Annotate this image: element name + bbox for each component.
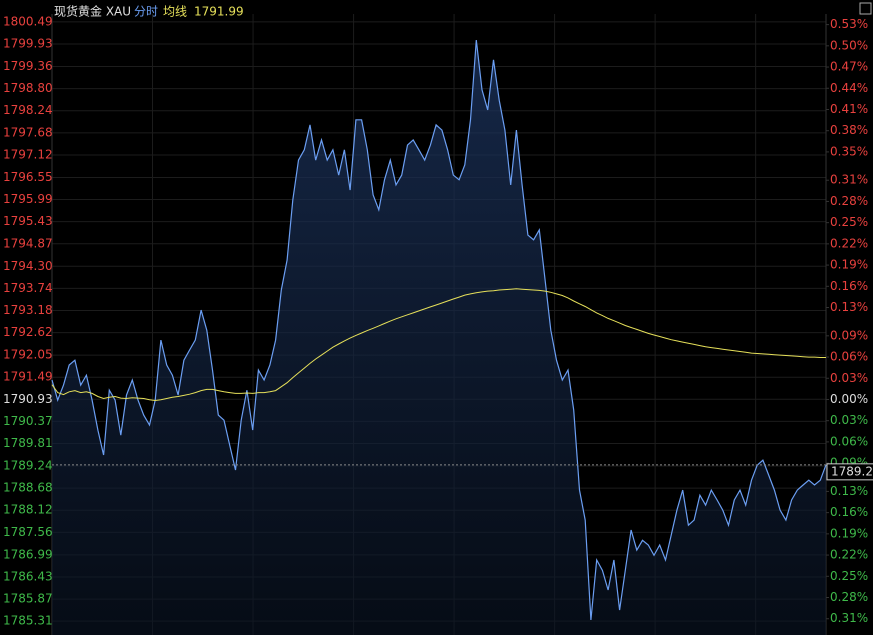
y-tick-label: 1785.31 xyxy=(3,614,53,628)
y2-tick-label: 0.16% xyxy=(830,279,868,293)
y-tick-label: 1785.87 xyxy=(3,592,53,606)
y2-tick-label: 0.44% xyxy=(830,81,868,95)
plot xyxy=(51,40,827,635)
y-tick-label: 1800.49 xyxy=(3,14,53,28)
y-tick-label: 1793.74 xyxy=(3,281,53,295)
y-tick-label: 1788.12 xyxy=(3,503,53,517)
y-tick-label: 1787.56 xyxy=(3,525,53,539)
y2-tick-label: 0.09% xyxy=(830,328,868,342)
y2-tick-label: 0.31% xyxy=(830,611,868,625)
y2-tick-label: 0.50% xyxy=(830,38,868,52)
y2-tick-label: 0.35% xyxy=(830,144,868,158)
y-tick-label: 1786.43 xyxy=(3,569,53,583)
y2-tick-label: 0.16% xyxy=(830,505,868,519)
y2-tick-label: 0.25% xyxy=(830,215,868,229)
price-area xyxy=(52,40,826,635)
y-tick-label: 1789.81 xyxy=(3,436,53,450)
y-tick-label: 1790.93 xyxy=(3,392,53,406)
y2-tick-label: 0.03% xyxy=(830,371,868,385)
y2-tick-label: 0.19% xyxy=(830,258,868,272)
y2-tick-label: 0.25% xyxy=(830,569,868,583)
y-tick-label: 1786.99 xyxy=(3,547,53,561)
y2-tick-label: 0.47% xyxy=(830,60,868,74)
price-line xyxy=(51,40,827,621)
y2-tick-label: 0.28% xyxy=(830,590,868,604)
y-tick-label: 1795.99 xyxy=(3,192,53,206)
y2-tick-label: 0.31% xyxy=(830,173,868,187)
y-tick-label: 1795.43 xyxy=(3,214,53,228)
y-tick-label: 1799.36 xyxy=(3,59,53,73)
y2-tick-label: 0.41% xyxy=(830,102,868,116)
y-tick-label: 1798.24 xyxy=(3,103,53,117)
y-tick-label: 1794.30 xyxy=(3,259,53,273)
y-tick-label: 1791.49 xyxy=(3,370,53,384)
average-value: 1791.99 xyxy=(194,5,244,19)
y2-tick-label: 0.03% xyxy=(830,413,868,427)
y2-tick-label: 0.53% xyxy=(830,17,868,31)
y-tick-label: 1790.37 xyxy=(3,414,53,428)
y-tick-label: 1793.18 xyxy=(3,303,53,317)
average-line xyxy=(51,288,826,402)
y2-tick-label: 0.06% xyxy=(830,350,868,364)
y-tick-label: 1797.12 xyxy=(3,147,53,161)
y-tick-label: 1788.68 xyxy=(3,481,53,495)
y-tick-label: 1797.68 xyxy=(3,125,53,139)
y2-tick-label: 0.19% xyxy=(830,526,868,540)
y-tick-label: 1799.93 xyxy=(3,37,53,51)
chart-title: 现货黄金 XAU xyxy=(54,4,131,19)
y2-tick-label: 0.06% xyxy=(830,434,868,448)
toggle-icon[interactable] xyxy=(859,2,872,15)
y-tick-label: 1792.05 xyxy=(3,348,53,362)
y2-tick-label: 0.22% xyxy=(830,548,868,562)
legend-entry: 均线 xyxy=(163,5,187,19)
last-price-label: 1789.27 xyxy=(831,464,873,478)
y-tick-label: 1794.87 xyxy=(3,236,53,250)
y2-tick-label: 0.22% xyxy=(830,236,868,250)
labels: 1800.49 1799.93 1799.36 1798.80 1798.24 1797.… xyxy=(3,14,873,628)
legend-entry: 分时 xyxy=(134,5,158,19)
y2-tick-label: 0.13% xyxy=(830,484,868,498)
y2-tick-label: 0.28% xyxy=(830,194,868,208)
y2-tick-label: 0.38% xyxy=(830,123,868,137)
y-tick-label: 1792.62 xyxy=(3,325,53,339)
y2-tick-label: 0.00% xyxy=(830,392,868,406)
y-tick-label: 1796.55 xyxy=(3,170,53,184)
y-tick-label: 1798.80 xyxy=(3,81,53,95)
y-tick-label: 1789.24 xyxy=(3,459,53,473)
y2-tick-label: 0.13% xyxy=(830,300,868,314)
last-price-box xyxy=(826,463,873,481)
